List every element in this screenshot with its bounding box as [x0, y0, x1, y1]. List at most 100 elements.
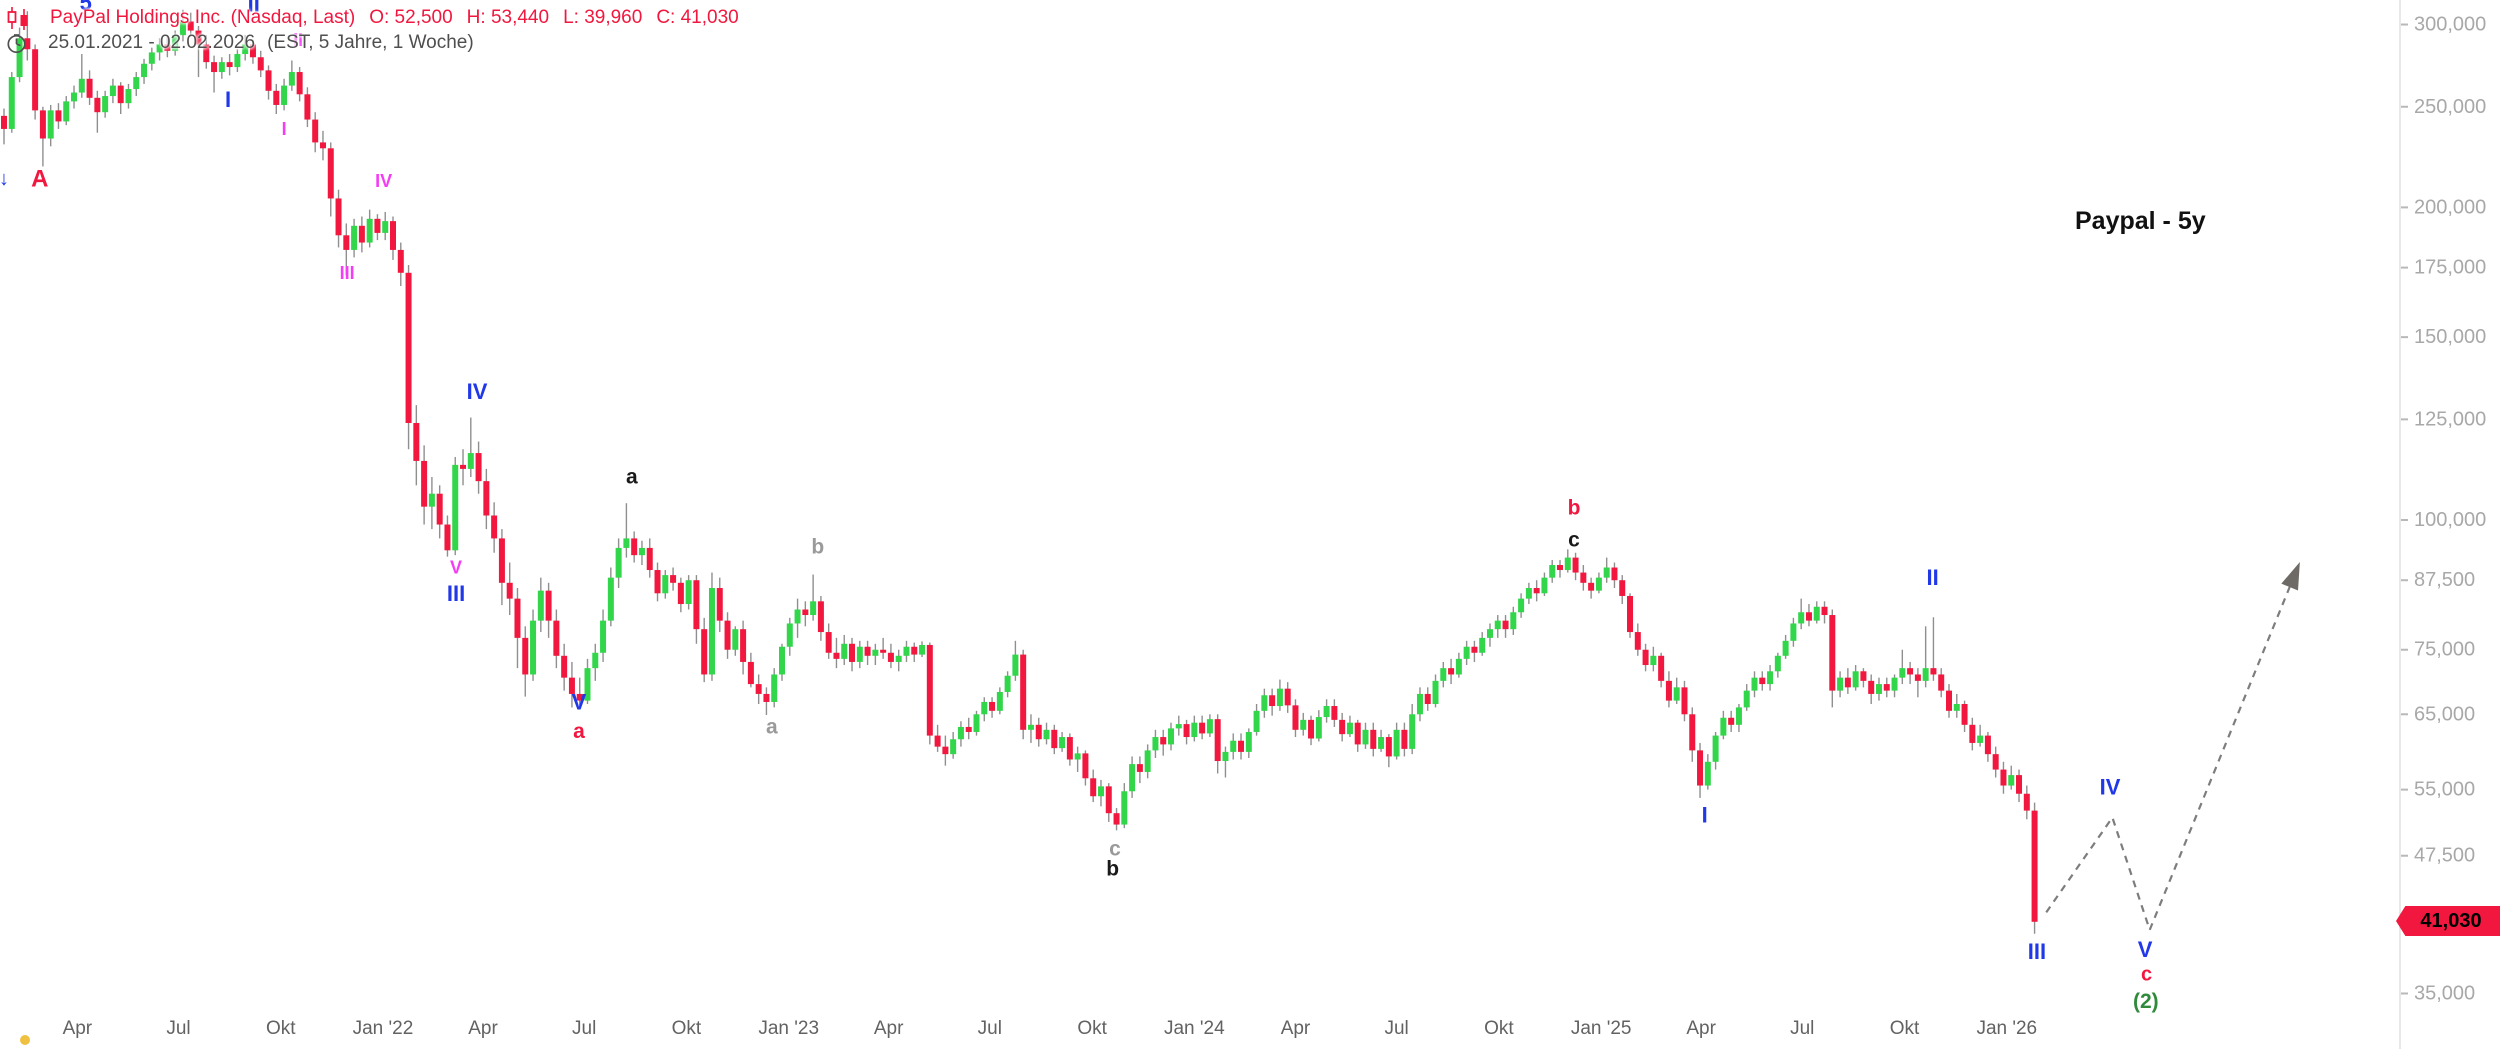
candle-body [273, 90, 280, 105]
candle-body [187, 21, 194, 31]
wave-label-IV[interactable]: IV [2100, 775, 2121, 800]
candle-body [1611, 567, 1618, 581]
candle-body [631, 538, 638, 556]
wave-label-I[interactable]: I [282, 119, 287, 139]
candle-body [996, 691, 1003, 711]
candle-body [786, 623, 793, 647]
wave-label-a[interactable]: a [573, 720, 585, 743]
candle-body [358, 225, 365, 243]
wave-label-↓[interactable]: ↓ [0, 168, 9, 190]
candle-body [592, 652, 599, 669]
wave-label-V[interactable]: V [450, 558, 462, 578]
candle-body [1191, 722, 1198, 738]
candle-body [1393, 729, 1400, 757]
candle-body [1035, 724, 1042, 740]
wave-label-II[interactable]: II [293, 30, 303, 50]
candle-body [522, 637, 529, 675]
candle-body [1315, 717, 1322, 739]
wave-label-I[interactable]: I [225, 87, 231, 112]
candle-body [1658, 655, 1665, 681]
candle-body [1308, 719, 1315, 739]
wave-label-I[interactable]: I [1702, 802, 1708, 827]
candle-body [1440, 668, 1447, 681]
wave-label-a[interactable]: a [766, 715, 778, 738]
candle-body [1082, 753, 1089, 779]
wave-label-b[interactable]: b [1106, 858, 1119, 881]
candle-body [584, 668, 591, 701]
candle-body [1097, 786, 1104, 797]
candle-body [1697, 750, 1704, 786]
candle-body [211, 62, 218, 73]
candle-body [1588, 582, 1595, 591]
wave-label-(2)[interactable]: (2) [2133, 990, 2159, 1013]
x-axis-label: Jan '25 [1571, 1018, 1632, 1039]
wave-label-c[interactable]: c [1109, 838, 1121, 861]
date-range[interactable]: 25.01.2021 - 02.02.2026 [48, 32, 256, 53]
candle-body [413, 422, 420, 461]
wave-label-II[interactable]: II [248, 0, 260, 16]
candle-body [1245, 731, 1252, 752]
candle-body [1168, 728, 1174, 745]
candle-body [1284, 688, 1291, 706]
candle-body [1090, 778, 1097, 797]
wave-label-V[interactable]: V [2138, 937, 2153, 962]
wave-label-III[interactable]: III [2028, 939, 2046, 964]
wave-label-IV[interactable]: IV [375, 171, 392, 191]
candle-body [226, 62, 233, 68]
timeframe: (EST, 5 Jahre, 1 Woche) [267, 32, 474, 53]
candle-body [864, 646, 871, 656]
candle-body [374, 218, 381, 233]
candle-body [1354, 722, 1361, 745]
wave-label-c[interactable]: c [2141, 964, 2152, 986]
candle-body [47, 110, 54, 139]
candle-body [164, 44, 171, 51]
clock-icon [6, 33, 36, 54]
candle-body [856, 646, 863, 662]
candle-body [1665, 680, 1672, 701]
candle-body [957, 726, 964, 740]
candle-body [296, 72, 303, 95]
candle-body [1121, 791, 1128, 825]
candle-body [498, 538, 505, 583]
candle-body [1914, 674, 1921, 681]
wave-label-V[interactable]: V [572, 689, 587, 714]
candle-body [576, 693, 583, 701]
wave-label-III[interactable]: III [447, 581, 465, 606]
wave-label-IV[interactable]: IV [467, 379, 488, 404]
wave-label-c[interactable]: c [1568, 528, 1580, 551]
instrument-name[interactable]: PayPal Holdings Inc. (Nasdaq, Last) [50, 7, 356, 28]
candle-body [1479, 637, 1486, 653]
candle-body [491, 515, 498, 539]
wave-label-A[interactable]: A [31, 165, 48, 192]
candle-body [1977, 735, 1984, 743]
candle-body [1027, 724, 1034, 730]
candle-body [2016, 775, 2023, 794]
wave-label-III[interactable]: III [340, 263, 355, 283]
projection-annotation[interactable] [2045, 562, 2300, 931]
candle-body [281, 85, 288, 105]
candle-body [366, 218, 373, 243]
x-axis-label: Apr [1281, 1018, 1311, 1039]
candle-body [1222, 751, 1229, 762]
wave-label-5[interactable]: 5 [80, 0, 92, 15]
candle-body [1541, 577, 1548, 594]
candle-body [265, 70, 272, 91]
candle-body [1152, 737, 1159, 751]
candle-body [1136, 764, 1143, 772]
candle-body [724, 620, 731, 650]
wave-label-b[interactable]: b [811, 535, 824, 558]
x-axis-label: Okt [672, 1018, 702, 1039]
candle-body [242, 44, 249, 55]
candle-body [1852, 671, 1859, 688]
candle-body [1759, 677, 1766, 685]
wave-label-II[interactable]: II [1927, 565, 1939, 590]
candle-body [872, 649, 879, 656]
candle-body [1580, 572, 1587, 583]
candle-body [623, 538, 630, 548]
wave-label-b[interactable]: b [1568, 496, 1581, 519]
candle-body [156, 44, 163, 53]
wave-label-a[interactable]: a [626, 466, 638, 489]
